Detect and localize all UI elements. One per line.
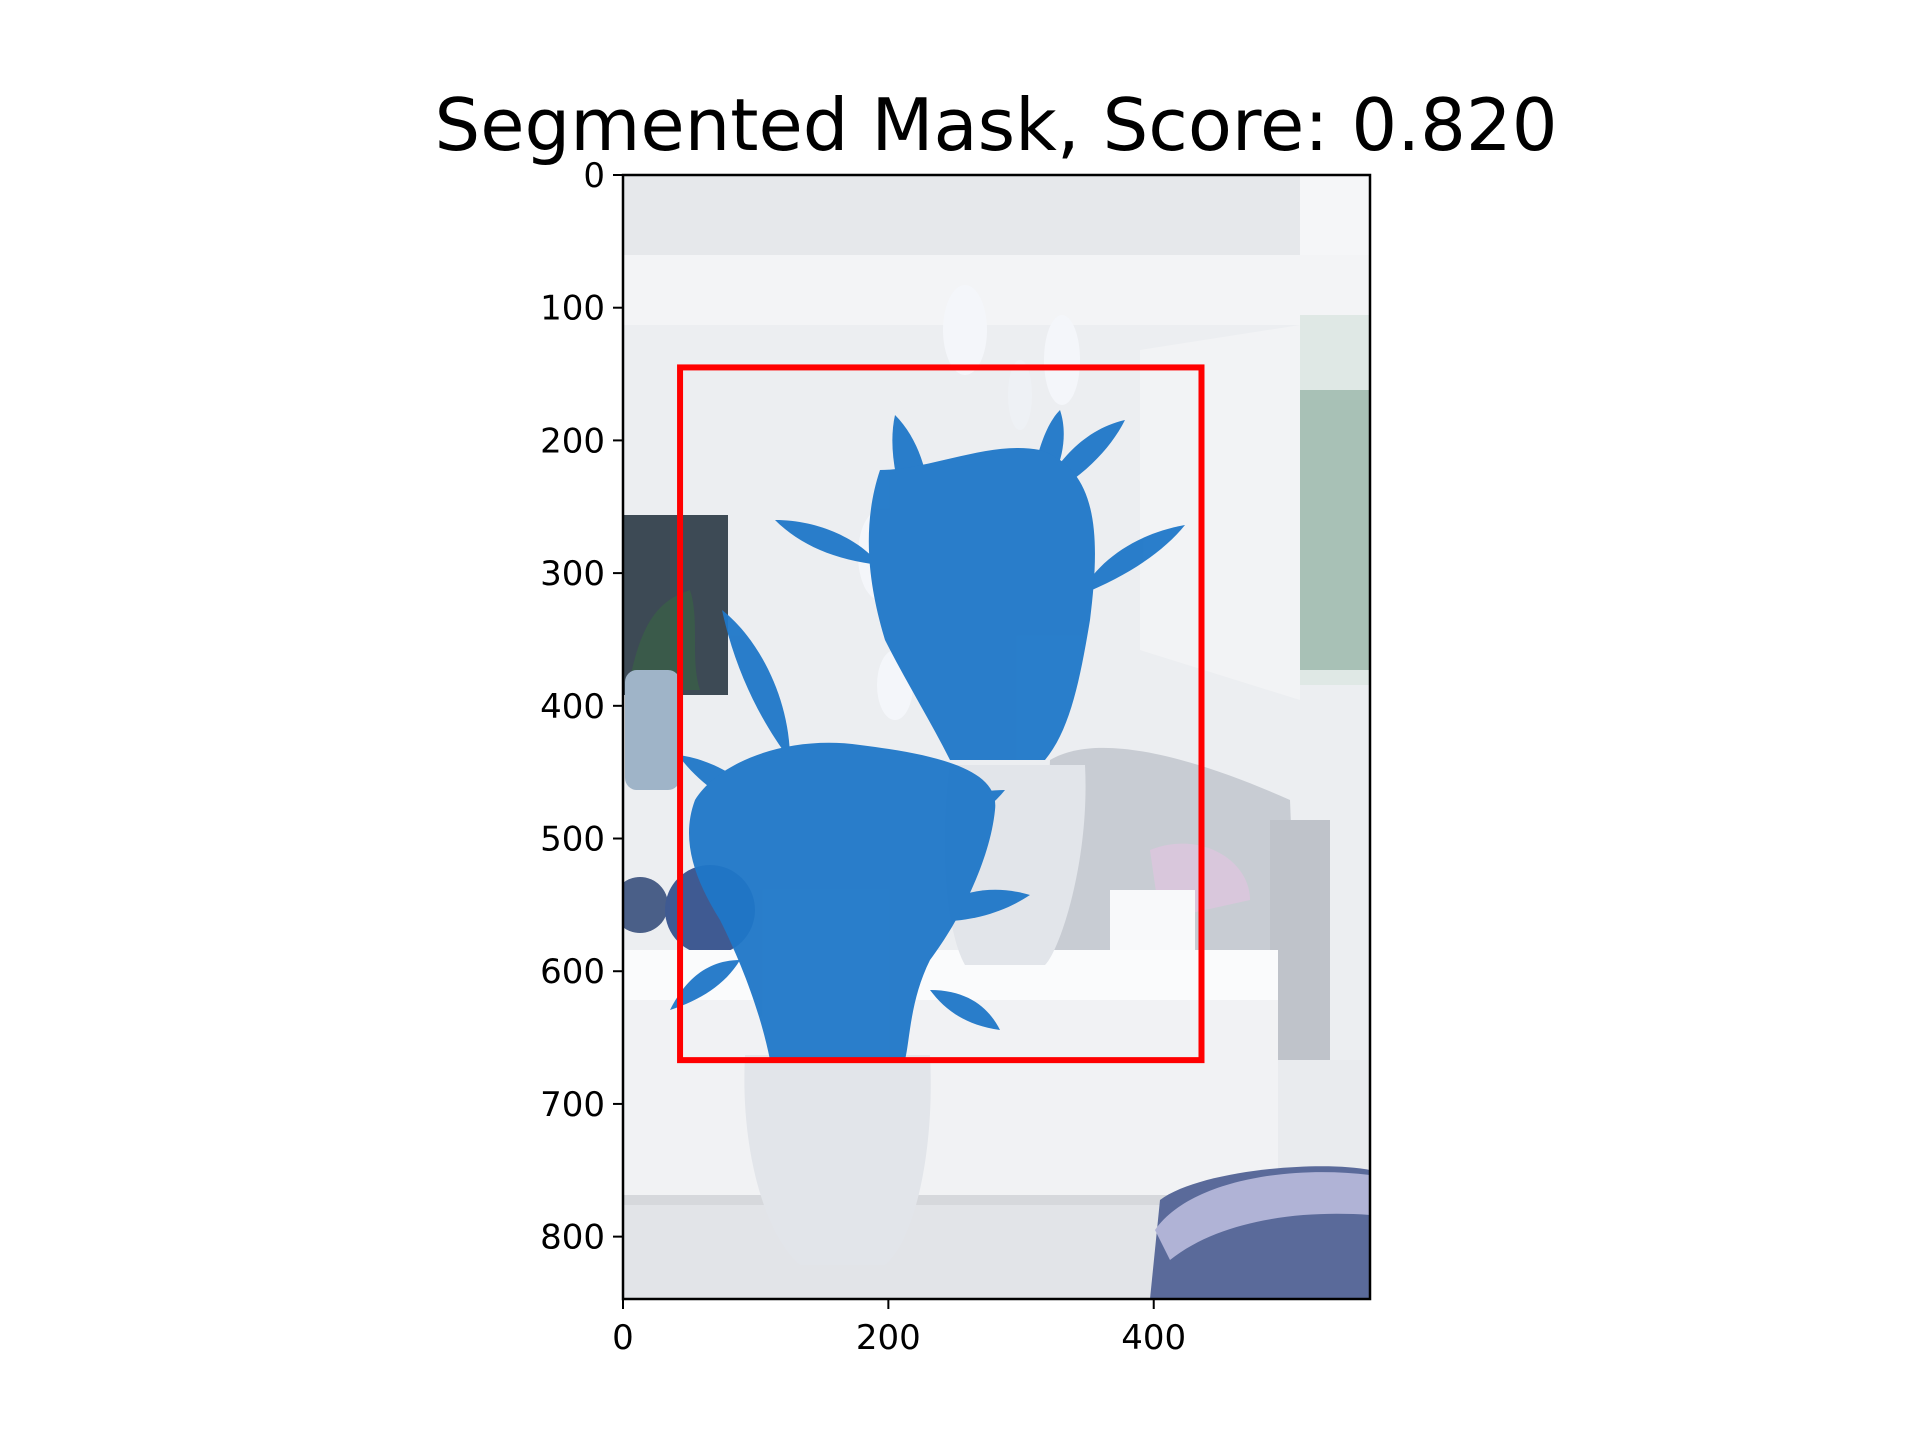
- sofa-arm: [1270, 820, 1330, 1060]
- y-tick-label: 200: [540, 421, 605, 461]
- wall-band: [623, 255, 1370, 325]
- bounding-box: [677, 364, 1205, 1064]
- stool-cloth: [1155, 1172, 1370, 1260]
- ceiling: [623, 175, 1370, 255]
- mask-leaf: [930, 990, 1000, 1030]
- right-window-greens: [1300, 390, 1370, 670]
- segmentation-mask: [670, 410, 1185, 1060]
- floor-line: [623, 1195, 1370, 1205]
- y-tick-label: 600: [540, 952, 605, 992]
- front-pot: [744, 1055, 931, 1265]
- y-tick-label: 0: [583, 156, 605, 196]
- y-tick-label: 700: [540, 1085, 605, 1125]
- x-tick-label: 0: [612, 1318, 634, 1358]
- plot-title: Segmented Mask, Score: 0.820: [434, 83, 1557, 167]
- scene-photo: [623, 175, 1370, 1299]
- y-axis: 0 100 200 300 400 500 600 700 800: [540, 156, 623, 1258]
- x-axis: 0 200 400: [612, 1299, 1186, 1358]
- x-tick-label: 400: [1121, 1318, 1186, 1358]
- counter-top: [623, 950, 1278, 1000]
- y-tick-label: 400: [540, 687, 605, 727]
- y-tick-label: 800: [540, 1218, 605, 1258]
- x-tick-label: 200: [856, 1318, 921, 1358]
- mask-leaf: [1080, 525, 1185, 595]
- flower: [1044, 315, 1080, 405]
- mask-body: [689, 742, 996, 1060]
- ball-left: [623, 877, 668, 933]
- mask-leaf: [722, 610, 790, 760]
- right-wall-panel: [1140, 325, 1300, 700]
- counter-step: [1110, 890, 1195, 950]
- y-tick-label: 300: [540, 554, 605, 594]
- mask-leaf: [670, 960, 740, 1010]
- y-tick-label: 100: [540, 289, 605, 329]
- mask-leaf: [775, 520, 880, 565]
- flower: [1008, 360, 1032, 430]
- y-tick-label: 500: [540, 820, 605, 860]
- axes-frame: [621, 173, 1372, 1301]
- flower: [943, 285, 987, 375]
- mask-body: [868, 447, 1095, 760]
- left-vase: [625, 670, 680, 790]
